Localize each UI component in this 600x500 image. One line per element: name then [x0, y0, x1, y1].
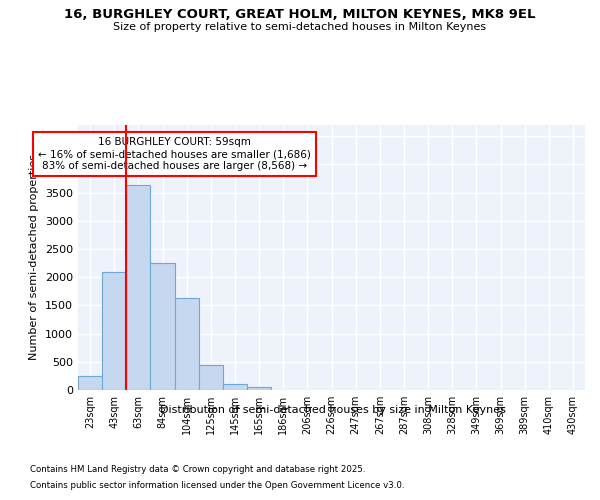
Bar: [126, 186, 151, 390]
Text: Distribution of semi-detached houses by size in Milton Keynes: Distribution of semi-detached houses by …: [160, 405, 506, 415]
Bar: [247, 387, 271, 390]
Text: 16 BURGHLEY COURT: 59sqm
← 16% of semi-detached houses are smaller (1,686)
83% o: 16 BURGHLEY COURT: 59sqm ← 16% of semi-d…: [38, 138, 311, 170]
Bar: [151, 263, 175, 390]
Text: Size of property relative to semi-detached houses in Milton Keynes: Size of property relative to semi-detach…: [113, 22, 487, 32]
Bar: [223, 384, 247, 390]
Bar: [78, 376, 102, 390]
Text: 16, BURGHLEY COURT, GREAT HOLM, MILTON KEYNES, MK8 9EL: 16, BURGHLEY COURT, GREAT HOLM, MILTON K…: [64, 8, 536, 20]
Bar: [175, 298, 199, 390]
Text: Contains HM Land Registry data © Crown copyright and database right 2025.: Contains HM Land Registry data © Crown c…: [30, 465, 365, 474]
Text: Contains public sector information licensed under the Open Government Licence v3: Contains public sector information licen…: [30, 481, 404, 490]
Bar: [199, 365, 223, 390]
Bar: [102, 272, 126, 390]
Y-axis label: Number of semi-detached properties: Number of semi-detached properties: [29, 154, 40, 360]
